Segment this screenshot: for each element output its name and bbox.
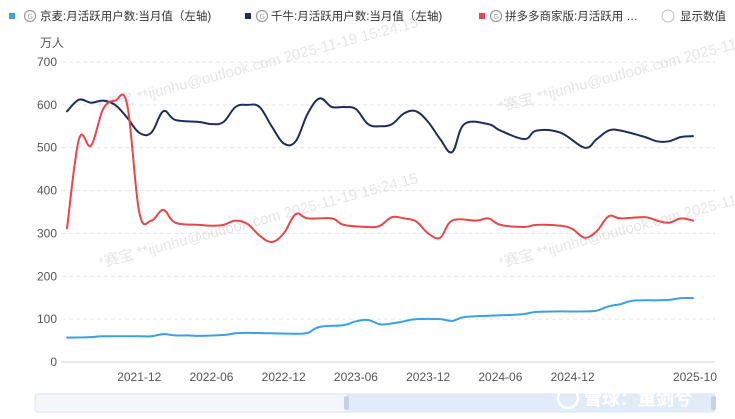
- legend-swatch: [9, 13, 15, 19]
- data-zoom-slider[interactable]: [34, 393, 716, 413]
- y-tick-label: 700: [37, 55, 57, 69]
- brand-text: 雪球：重剑兮: [584, 388, 693, 409]
- legend-item-pinduoduo[interactable]: G 拼多多商家版:月活跃用 …: [479, 9, 638, 23]
- x-tick-label: 2022-12: [262, 370, 306, 384]
- series-layer: [66, 93, 694, 339]
- legend-swatch: [479, 13, 485, 19]
- y-axis-unit: 万人: [40, 36, 64, 50]
- watermark: *赛宝 **ijunhu@outlook.com 2025-11-19 15:2…: [97, 170, 420, 272]
- legend-item-qianniu[interactable]: G 千牛:月活跃用户数:当月值（左轴): [245, 9, 442, 23]
- svg-text:G: G: [494, 14, 499, 21]
- slider-left-handle[interactable]: [344, 396, 349, 410]
- chart-source-icon: G: [489, 9, 503, 23]
- toggle-circle-icon: [661, 9, 675, 23]
- y-tick-label: 500: [37, 141, 57, 155]
- legend-label: 拼多多商家版:月活跃用 …: [505, 9, 638, 23]
- slider-selected-range: [347, 394, 715, 412]
- y-tick-label: 400: [37, 184, 57, 198]
- x-tick-label: 2023-12: [406, 370, 450, 384]
- chart-source-icon: G: [23, 9, 37, 23]
- x-tick-label: 2025-10: [673, 370, 717, 384]
- x-tick-label: 2024-06: [478, 370, 522, 384]
- legend: G 京麦:月活跃用户数:当月值（左轴) G 千牛:月活跃用户数:当月值（左轴) …: [9, 9, 726, 23]
- watermark: *赛宝 **ijunhu@outlook.com 2025-11-19 15:2…: [497, 14, 735, 116]
- svg-text:G: G: [28, 14, 33, 21]
- x-tick-label: 2021-12: [117, 370, 161, 384]
- svg-text:G: G: [260, 14, 265, 21]
- toggle-label: 显示数值: [680, 9, 726, 23]
- legend-item-jingmai[interactable]: G 京麦:月活跃用户数:当月值（左轴): [9, 9, 211, 23]
- y-tick-label: 0: [50, 355, 57, 369]
- chart-source-icon: G: [255, 9, 269, 23]
- series-line-1: [66, 97, 694, 154]
- y-tick-label: 200: [37, 269, 57, 283]
- y-axis-ticks: 0 100 200 300 400 500 600 700: [37, 55, 57, 369]
- series-line-2: [66, 93, 694, 244]
- y-tick-label: 100: [37, 312, 57, 326]
- y-tick-label: 300: [37, 226, 57, 240]
- show-values-toggle[interactable]: 显示数值: [661, 9, 726, 23]
- x-axis-ticks: 2021-12 2022-06 2022-12 2023-06 2023-12 2024-…: [117, 370, 717, 384]
- brand-watermark: 雪球：重剑兮: [556, 386, 693, 410]
- x-tick-label: 2022-06: [189, 370, 233, 384]
- y-tick-label: 600: [37, 98, 57, 112]
- x-tick-label: 2024-12: [551, 370, 595, 384]
- slider-right-handle[interactable]: [711, 396, 716, 410]
- series-line-0: [66, 296, 694, 339]
- watermark: *赛宝 **ijunhu@outlook.com 2025-11-19 15:2…: [497, 170, 735, 272]
- legend-label: 京麦:月活跃用户数:当月值（左轴): [40, 9, 211, 23]
- grid: [62, 61, 715, 363]
- watermark: *赛宝 **ijunhu@outlook.com 2025-11-19 15:2…: [97, 14, 420, 116]
- legend-label: 千牛:月活跃用户数:当月值（左轴): [271, 9, 442, 23]
- snowball-logo-icon: [556, 386, 580, 410]
- legend-swatch: [245, 13, 251, 19]
- x-tick-label: 2023-06: [334, 370, 378, 384]
